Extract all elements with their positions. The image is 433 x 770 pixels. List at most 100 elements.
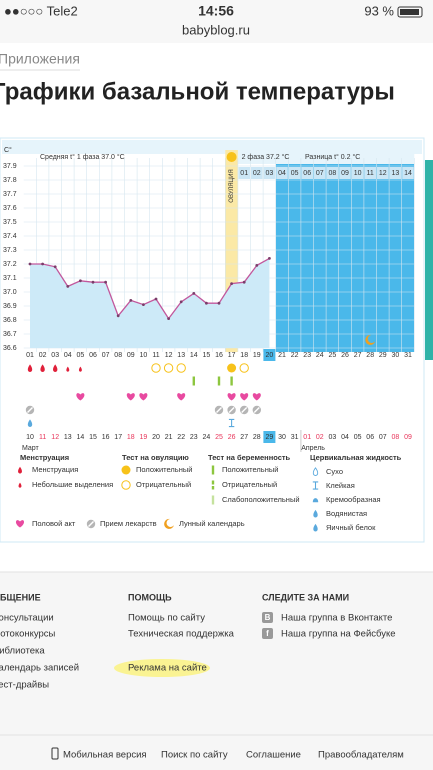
calendar-date: 27	[240, 434, 248, 441]
x-tick-label: 18	[240, 352, 248, 359]
phase2-day: 05	[291, 170, 299, 177]
legend-item: Слабоположительный	[222, 495, 300, 504]
x-tick-label: 20	[266, 352, 274, 359]
point	[167, 317, 171, 320]
bottom-link[interactable]: Мобильная версия	[63, 750, 147, 761]
bottom-link[interactable]: Поиск по сайту	[161, 750, 228, 761]
legend-title: Цервикальная жидкость	[310, 453, 402, 462]
footer-link[interactable]: Наша группа в Вконтакте	[281, 613, 392, 624]
x-tick-label: 24	[316, 352, 324, 359]
symbol-pregnancy-positive	[192, 376, 195, 386]
legend-icon	[121, 465, 131, 475]
legend-title: Тест на овуляцию	[122, 453, 189, 462]
calendar-date: 02	[316, 434, 324, 441]
footer-link[interactable]: Консультации	[0, 613, 54, 624]
x-tick-label: 02	[39, 352, 47, 359]
calendar-date: 05	[354, 434, 362, 441]
x-tick-label: 31	[404, 352, 412, 359]
phase2-cell	[288, 167, 301, 179]
x-tick-label: 17	[228, 352, 236, 359]
legend-item: Отрицательный	[222, 480, 277, 489]
month: Апрель	[301, 445, 325, 452]
legend-icon	[211, 495, 215, 505]
x-tick-label: 06	[89, 352, 97, 359]
bottom-link[interactable]: Правообладателям	[318, 750, 404, 761]
legend: Менструация Менструация Небольшие выделе…	[15, 453, 402, 532]
legend-icon	[86, 519, 96, 529]
symbol-pregnancy-positive	[230, 376, 233, 386]
point	[255, 264, 259, 267]
footer	[0, 572, 433, 770]
phase2-cell	[377, 167, 389, 179]
legend-item: Прием лекарств	[100, 519, 157, 528]
x-tick-label: 08	[114, 352, 122, 359]
y-tick-label: 37.3	[3, 247, 17, 254]
calendar-date: 06	[366, 434, 374, 441]
legend-item: Положительный	[136, 465, 192, 474]
phase2-cell	[263, 167, 276, 179]
legend-item: Клейкая	[326, 481, 355, 490]
y-tick-label: 37.7	[3, 191, 17, 198]
footer-link[interactable]: Техническая поддержка	[128, 629, 235, 640]
footer-link[interactable]: Тест-драйвы	[0, 680, 49, 691]
phase2-day: 10	[354, 170, 362, 177]
legend-item: Лунный календарь	[179, 519, 245, 528]
point	[79, 279, 82, 283]
footer-link[interactable]: Реклама на сайте	[128, 663, 207, 674]
phase2-cell	[364, 167, 376, 179]
y-tick-label: 37.5	[3, 219, 17, 226]
phase2-cell	[276, 167, 288, 179]
point	[179, 300, 183, 304]
highlight	[114, 659, 210, 677]
footer-link[interactable]: Фотоконкурсы	[0, 629, 56, 640]
fb-icon-letter: f	[266, 629, 269, 638]
x-tick-label: 21	[278, 352, 286, 359]
sun	[226, 152, 237, 162]
x-tick-label: 11	[152, 352, 159, 359]
footer-link[interactable]: Помощь по сайту	[128, 613, 205, 624]
phase2-cell	[251, 167, 263, 179]
calendar-date: 23	[190, 434, 198, 441]
battery-level	[400, 9, 419, 15]
footer-link[interactable]: Библиотека	[0, 646, 45, 657]
y-tick-label: 37.2	[3, 261, 17, 268]
phase2-cell	[238, 167, 250, 179]
url[interactable]: babyblog.ru	[182, 22, 250, 37]
phase2-text: 2 фаза 37.2 °С	[242, 153, 290, 161]
x-tick-label: 26	[341, 352, 349, 359]
symbol-medication	[226, 405, 237, 415]
battery-icon	[397, 6, 423, 18]
point	[205, 301, 208, 305]
phase2-day: 01	[240, 170, 248, 177]
phase2-cell	[402, 167, 414, 179]
phase2-cell	[314, 167, 326, 179]
footer-link[interactable]: Наша группа на Фейсбуке	[281, 629, 396, 640]
calendar-date: 03	[329, 434, 337, 441]
phase2-header	[237, 150, 415, 164]
y-tick-label: 36.9	[3, 303, 17, 310]
y-tick-label: 36.8	[3, 317, 17, 324]
phase2-day: 12	[379, 170, 387, 177]
legend-icon	[211, 465, 215, 475]
point	[41, 262, 44, 266]
calendar-date: 14	[77, 434, 85, 441]
calendar-date: 09	[404, 434, 412, 441]
calendar-date: 16	[102, 434, 110, 441]
x-tick-label: 09	[127, 352, 135, 359]
legend-title: Тест на беременность	[208, 453, 291, 462]
phase2-day: 13	[392, 170, 400, 177]
symbol-medication	[25, 405, 35, 415]
battery: 93 %	[364, 3, 394, 18]
phase2-day: 08	[329, 170, 337, 177]
phase1-text: Средняя t° 1 фаза 37.0 °С	[40, 153, 125, 161]
x-tick-label: 19	[253, 352, 261, 359]
breadcrumb[interactable]: Приложения	[0, 51, 80, 67]
bottom-link[interactable]: Соглашение	[246, 750, 301, 761]
symbol-ovulation-positive	[227, 363, 237, 373]
legend-item: Яичный белок	[326, 523, 376, 532]
area	[30, 258, 270, 348]
phase2-day: 06	[303, 170, 311, 177]
footer-link[interactable]: Календарь записей	[0, 663, 79, 674]
calendar-date: 19	[140, 434, 148, 441]
point	[242, 280, 246, 284]
